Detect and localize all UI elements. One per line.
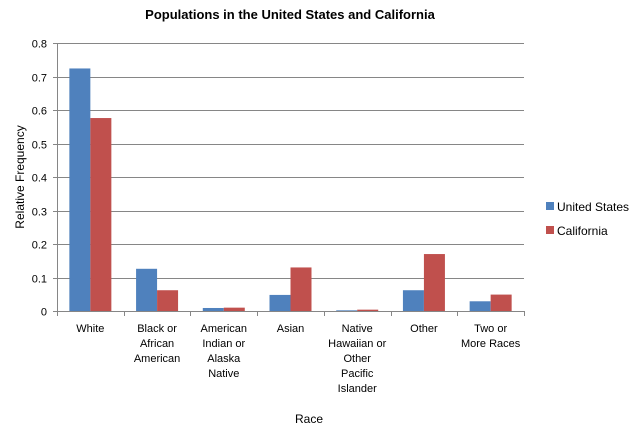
y-tick-label: 0.6 — [32, 106, 47, 118]
gridlines — [57, 43, 524, 279]
x-axis — [57, 43, 525, 316]
bar-united-states — [469, 301, 491, 311]
x-tick-label-line: Indian or — [202, 338, 245, 350]
y-tick-label: 0.3 — [32, 207, 47, 219]
x-axis-title: Race — [295, 412, 323, 426]
bar-california — [357, 309, 379, 311]
bars — [69, 68, 512, 312]
bar-united-states — [402, 290, 424, 311]
x-tick-label-line: Two or — [474, 323, 507, 335]
x-tick-label-line: Islander — [338, 383, 377, 395]
x-tick-label-line: American — [201, 323, 247, 335]
x-tick-label-line: African — [140, 338, 174, 350]
x-tick-label-line: Other — [343, 353, 371, 365]
bar-california — [290, 267, 312, 311]
x-tick-label-line: Pacific — [341, 368, 374, 380]
x-tick-label: Asian — [277, 323, 305, 335]
chart-title: Populations in the United States and Cal… — [145, 7, 435, 22]
legend-swatch — [546, 226, 554, 234]
x-tick-label: Black or African American — [134, 323, 180, 365]
bar-united-states — [336, 310, 358, 311]
y-axis-ticks: 0 0.1 0.2 0.3 0.4 0.5 0.6 0.7 0.8 — [32, 39, 57, 319]
y-tick-label: 0.1 — [32, 274, 47, 286]
x-tick-label-line: Alaska — [207, 353, 241, 365]
y-tick-label: 0.2 — [32, 240, 47, 252]
x-tick-label-line: American — [134, 353, 180, 365]
bar-united-states — [69, 68, 91, 312]
x-tick-label-line: Asian — [277, 323, 305, 335]
x-tick-label-line: Native — [208, 368, 239, 380]
legend-swatch — [546, 202, 554, 210]
bar-california — [490, 294, 512, 311]
legend: United States California — [546, 200, 629, 238]
x-tick-label-line: More Races — [461, 338, 521, 350]
y-tick-label: 0.7 — [32, 73, 47, 85]
x-tick-label: Other — [410, 323, 438, 335]
x-tick-label: White — [76, 323, 104, 335]
bar-california — [90, 118, 112, 311]
x-tick-label-line: Black or — [137, 323, 177, 335]
x-tick-label: Native Hawaiian or Other Pacific Islander — [328, 323, 386, 395]
y-tick-label: 0.5 — [32, 140, 47, 152]
x-axis-labels: White Black or African American American Indi… — [76, 323, 520, 395]
bar-united-states — [202, 307, 224, 311]
x-tick-label-line: Other — [410, 323, 438, 335]
bar-california — [423, 254, 445, 311]
x-tick-label: American Indian or Alaska Native — [201, 323, 247, 380]
x-tick-label-line: Native — [342, 323, 373, 335]
legend-label: California — [557, 224, 608, 238]
legend-label: United States — [557, 200, 629, 214]
x-tick-label: Two or More Races — [461, 323, 521, 350]
bar-california — [157, 290, 179, 311]
x-tick-label-line: Hawaiian or — [328, 338, 386, 350]
x-tick-label-line: White — [76, 323, 104, 335]
bar-california — [223, 307, 245, 311]
y-tick-label: 0 — [41, 307, 47, 319]
y-tick-label: 0.8 — [32, 39, 47, 51]
bar-united-states — [269, 294, 291, 311]
y-axis-title: Relative Frequency — [13, 125, 27, 228]
y-tick-label: 0.4 — [32, 173, 47, 185]
bar-united-states — [136, 268, 158, 311]
